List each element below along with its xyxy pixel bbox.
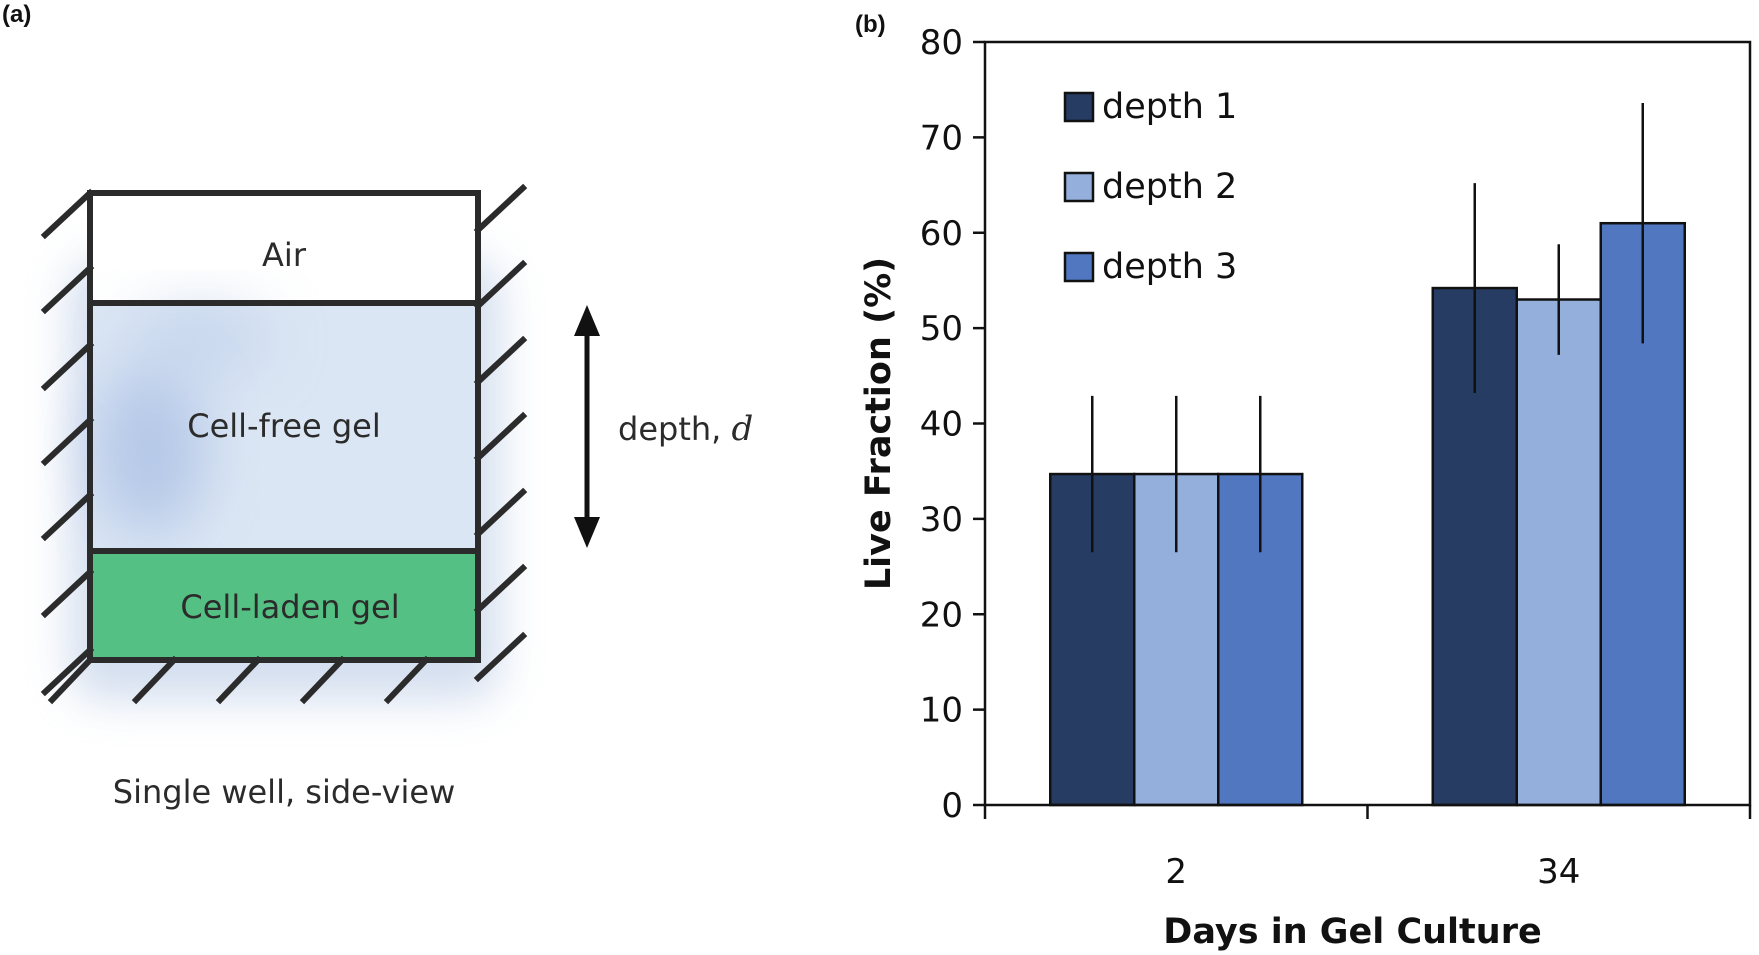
legend-label: depth 2 <box>1102 167 1237 207</box>
x-axis-title: Days in Gel Culture <box>1163 912 1541 952</box>
hatch-mark <box>473 259 528 311</box>
hatch-mark <box>40 645 95 697</box>
y-tick-label: 40 <box>920 405 963 445</box>
panel-a: (a) Air Cell-free gel Cell-laden gel dep… <box>2 1 753 811</box>
x-tick-label: 2 <box>1165 852 1187 892</box>
hatch-mark <box>383 655 431 705</box>
depth-arrow <box>574 305 600 548</box>
y-tick-label: 30 <box>920 500 963 540</box>
x-tick-label: 34 <box>1537 852 1580 892</box>
cell-free-gel-label: Cell-free gel <box>187 407 381 445</box>
cell-laden-gel-label: Cell-laden gel <box>180 588 399 626</box>
hatch-mark <box>40 188 95 240</box>
legend-label: depth 3 <box>1102 247 1237 287</box>
hatch-mark <box>473 183 528 235</box>
y-tick-label: 80 <box>920 23 963 63</box>
y-tick-labels: 0 10 20 30 40 50 60 70 80 <box>920 23 963 826</box>
hatch-mark <box>131 655 179 705</box>
air-label: Air <box>262 236 307 274</box>
y-tick-label: 50 <box>920 309 963 349</box>
panel-b-label: (b) <box>855 11 886 38</box>
panel-b: (b) 0 10 20 30 40 50 60 70 80 2 34 depth 1 depth 2… <box>855 11 1752 952</box>
y-tick-label: 20 <box>920 595 963 635</box>
hatch-mark <box>473 631 528 683</box>
bars-group <box>1049 221 1686 807</box>
y-tick-label: 70 <box>920 118 963 158</box>
cell-laden-gel-layer <box>90 551 478 660</box>
hatch-mark <box>40 340 95 392</box>
legend: depth 1 depth 2 depth 3 <box>1063 87 1237 287</box>
hatch-mark <box>473 411 528 463</box>
hatch-mark <box>47 655 95 705</box>
y-tick-label: 60 <box>920 214 963 254</box>
diagram-caption: Single well, side-view <box>113 773 455 811</box>
hatch-mark <box>473 487 528 539</box>
y-tick-label: 10 <box>920 691 963 731</box>
hatch-mark <box>40 263 95 315</box>
hatch-mark <box>40 567 95 619</box>
hatch-mark <box>473 563 528 615</box>
depth-label: depth, d <box>618 409 753 449</box>
axes-group <box>973 40 1752 819</box>
hatch-mark <box>40 415 95 467</box>
legend-swatch <box>1063 91 1095 123</box>
y-tick-label: 0 <box>941 786 963 826</box>
y-axis-title: Live Fraction (%) <box>859 257 899 590</box>
legend-label: depth 1 <box>1102 87 1237 127</box>
air-layer <box>90 193 478 303</box>
legend-swatch <box>1063 251 1095 283</box>
cell-free-gel-shading <box>130 305 270 375</box>
cell-free-gel-shading <box>95 365 205 535</box>
hatch-mark <box>299 655 347 705</box>
hatch-mark <box>473 335 528 387</box>
bar <box>1515 298 1602 807</box>
wall-hatching <box>40 183 528 705</box>
panel-a-label: (a) <box>2 1 31 28</box>
legend-swatch <box>1063 171 1095 203</box>
x-tick-labels: 2 34 <box>1165 852 1580 892</box>
error-bars-group <box>1091 103 1644 553</box>
hatch-mark <box>215 655 263 705</box>
hatch-mark <box>40 490 95 542</box>
well-outline <box>87 190 481 663</box>
